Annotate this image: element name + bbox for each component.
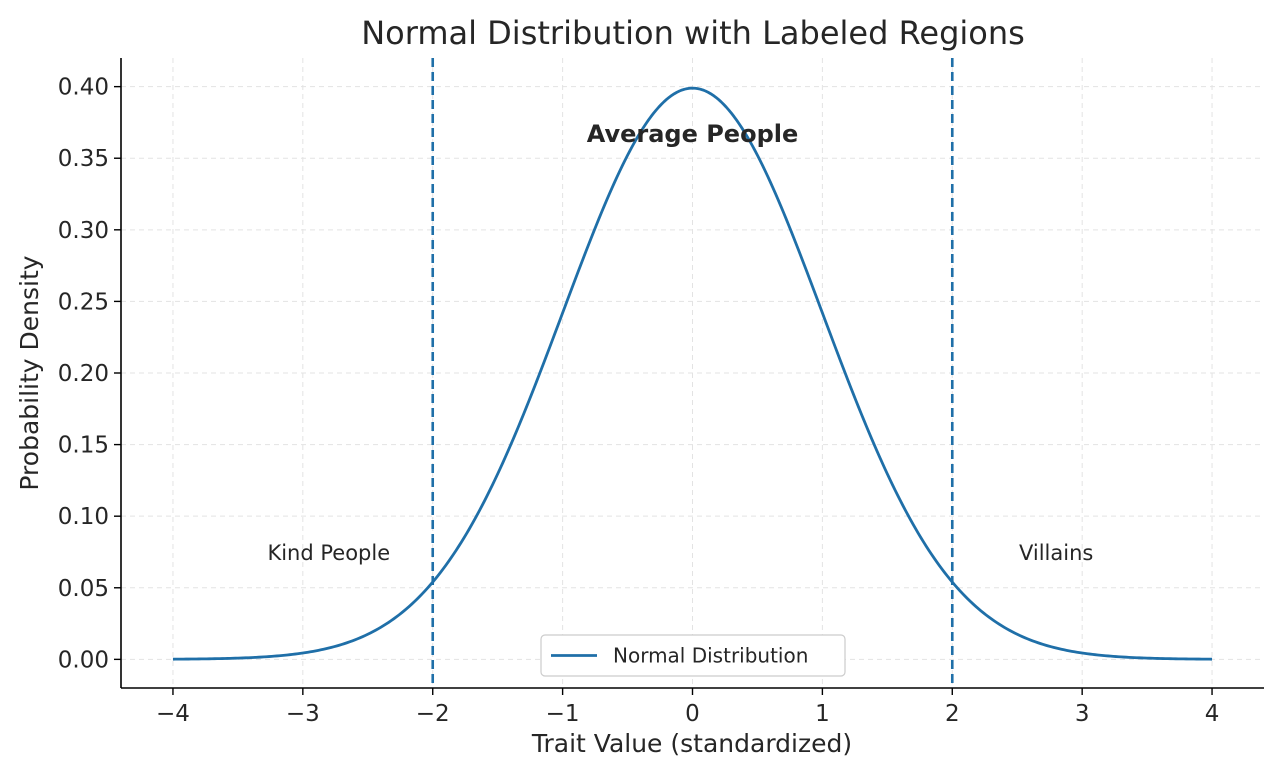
- y-axis-label: Probability Density: [15, 255, 44, 490]
- x-tick-label: −1: [546, 701, 580, 727]
- y-tick-label: 0.05: [58, 576, 109, 602]
- axes: −4 −3 −2 −1 0 1 2 3 4 0.00 0.05 0.10 0.15 0.20 0.25 0.3…: [58, 58, 1264, 727]
- x-tick-label: 2: [945, 701, 960, 727]
- y-tick-label: 0.30: [58, 218, 109, 244]
- x-tick-label: −2: [416, 701, 450, 727]
- y-tick-label: 0.10: [58, 504, 109, 530]
- x-tick-label: 1: [815, 701, 830, 727]
- series-line-normal-distribution: [172, 86, 1213, 661]
- y-tick-label: 0.35: [58, 146, 109, 172]
- legend-box: [540, 634, 846, 677]
- y-tick-label: 0.25: [58, 289, 109, 315]
- y-tick-label: 0.00: [58, 647, 109, 673]
- series-layer: [172, 86, 1213, 661]
- legend-label: Normal Distribution: [613, 644, 808, 668]
- y-tick-label: 0.20: [58, 361, 109, 387]
- x-tick-label: −4: [156, 701, 190, 727]
- y-tick-label: 0.15: [58, 433, 109, 459]
- x-axis-label: Trait Value (standardized): [531, 729, 852, 758]
- x-tick-label: 4: [1205, 701, 1220, 727]
- y-tick-label: 0.40: [58, 75, 109, 101]
- x-tick-label: 0: [685, 701, 700, 727]
- annotations: Kind People Average People Villains: [267, 120, 1093, 565]
- legend: Normal Distribution: [540, 634, 846, 677]
- annotation-kind-people: Kind People: [267, 541, 390, 565]
- annotation-villains: Villains: [1019, 541, 1093, 565]
- x-tick-label: 3: [1075, 701, 1090, 727]
- grid: [121, 58, 1264, 688]
- x-tick-label: −3: [286, 701, 320, 727]
- chart-title: Normal Distribution with Labeled Regions: [361, 14, 1025, 52]
- annotation-average-people: Average People: [587, 120, 799, 148]
